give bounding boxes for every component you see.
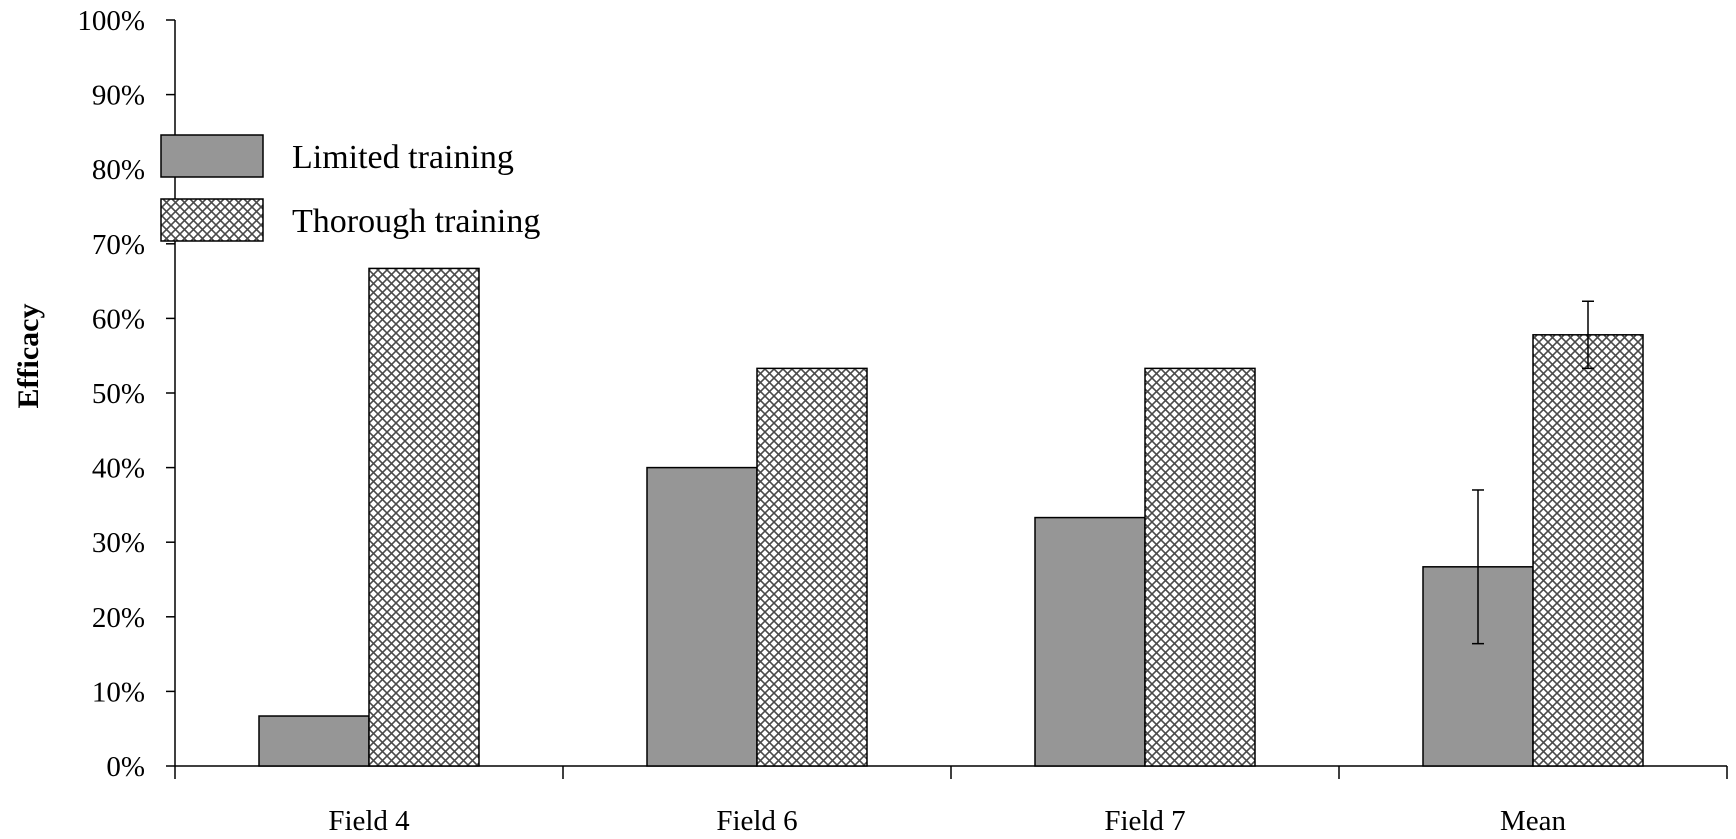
legend-swatch xyxy=(160,198,264,242)
bar xyxy=(1532,334,1644,767)
y-tick-label: 80% xyxy=(92,154,145,186)
y-tick-label: 10% xyxy=(92,676,145,708)
y-tick-label: 30% xyxy=(92,527,145,559)
bar xyxy=(646,466,758,767)
bar xyxy=(1144,367,1256,767)
x-tick-label: Field 6 xyxy=(716,805,797,837)
x-tick-label: Field 7 xyxy=(1104,805,1185,837)
y-tick-label: 40% xyxy=(92,453,145,485)
bar xyxy=(756,367,868,767)
x-tick-label: Field 4 xyxy=(328,805,410,837)
y-tick-label: 20% xyxy=(92,602,145,634)
y-axis-label: Efficacy xyxy=(12,304,45,409)
y-tick-label: 70% xyxy=(92,229,145,261)
y-tick-label: 90% xyxy=(92,80,145,112)
legend-label: Limited training xyxy=(292,139,514,176)
y-tick-label: 60% xyxy=(92,303,145,335)
bar xyxy=(258,715,370,767)
y-tick-label: 100% xyxy=(77,5,145,37)
chart-error-bars xyxy=(1472,300,1594,645)
y-tick-label: 0% xyxy=(106,751,145,783)
legend-label: Thorough training xyxy=(292,203,540,240)
y-tick-label: 50% xyxy=(92,378,145,410)
legend-swatch xyxy=(160,134,264,178)
chart-bars xyxy=(258,267,1644,767)
bar xyxy=(368,267,480,767)
x-tick-label: Mean xyxy=(1500,805,1567,837)
chart-legend: Limited training Thorough training xyxy=(160,134,540,242)
bar xyxy=(1034,516,1146,767)
chart-tick-labels: 0% 10% 20% 30% 40% 50% 60% 70% 80% 90% 100% Field 4… xyxy=(77,5,1566,837)
